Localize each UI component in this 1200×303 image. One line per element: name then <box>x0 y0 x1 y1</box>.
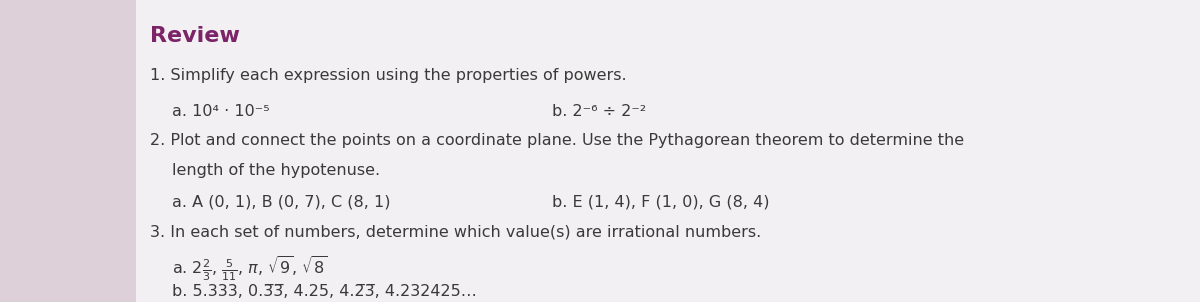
Text: Review: Review <box>150 26 240 46</box>
Text: b. 2⁻⁶ ÷ 2⁻²: b. 2⁻⁶ ÷ 2⁻² <box>552 104 646 119</box>
Text: a. $2\frac{2}{3}$, $\frac{5}{11}$, $\pi$, $\sqrt{9}$, $\sqrt{8}$: a. $2\frac{2}{3}$, $\frac{5}{11}$, $\pi$… <box>172 255 326 283</box>
Text: length of the hypotenuse.: length of the hypotenuse. <box>172 163 379 178</box>
Text: b. E (1, 4), F (1, 0), G (8, 4): b. E (1, 4), F (1, 0), G (8, 4) <box>552 195 769 209</box>
FancyBboxPatch shape <box>0 0 136 301</box>
Text: a. 10⁴ · 10⁻⁵: a. 10⁴ · 10⁻⁵ <box>172 104 269 119</box>
Text: a. A (0, 1), B (0, 7), C (8, 1): a. A (0, 1), B (0, 7), C (8, 1) <box>172 195 390 209</box>
Text: 1. Simplify each expression using the properties of powers.: 1. Simplify each expression using the pr… <box>150 68 626 83</box>
Text: b. 5.333, 0.3̅3̅, 4.25, 4.2̅3̅, 4.232425…: b. 5.333, 0.3̅3̅, 4.25, 4.2̅3̅, 4.232425… <box>172 284 476 299</box>
FancyBboxPatch shape <box>136 0 1200 301</box>
Text: 3. In each set of numbers, determine which value(s) are irrational numbers.: 3. In each set of numbers, determine whi… <box>150 225 761 240</box>
Text: 2. Plot and connect the points on a coordinate plane. Use the Pythagorean theore: 2. Plot and connect the points on a coor… <box>150 133 964 148</box>
